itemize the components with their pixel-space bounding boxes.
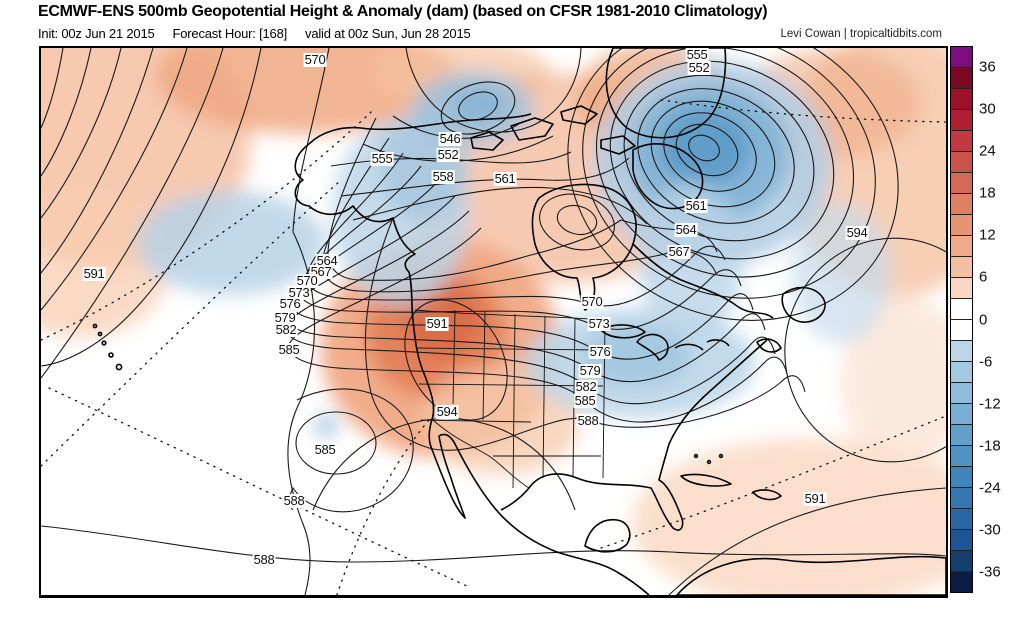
- contour-label: 573: [587, 316, 611, 331]
- colorbar-tick: -18: [979, 437, 1001, 455]
- contour-label: 570: [303, 52, 327, 67]
- contour-label: 552: [687, 60, 711, 75]
- contour-label: 585: [277, 342, 301, 357]
- colorbar: [950, 46, 973, 593]
- contour-label: 576: [588, 344, 612, 359]
- colorbar-tick: 18: [979, 184, 996, 202]
- contour-label: 564: [674, 222, 698, 237]
- map-frame: 570 555 552 546 552 555 558 561 561 564 567 594 591 5…: [39, 46, 948, 598]
- contour-label: 558: [431, 169, 455, 184]
- colorbar-tick: -6: [979, 353, 993, 371]
- height-contours: [41, 48, 946, 595]
- colorbar-tick: 36: [979, 58, 996, 76]
- colorbar-cell: [951, 425, 972, 446]
- coastlines: [92, 48, 946, 595]
- colorbar-cell: [951, 341, 972, 362]
- colorbar-cell: [951, 278, 972, 299]
- contour-label: 588: [252, 552, 276, 567]
- chart-subtitle: Init: 00z Jun 21 2015 Forecast Hour: [168…: [38, 26, 489, 41]
- colorbar-cell: [951, 362, 972, 383]
- contour-label: 576: [278, 296, 302, 311]
- colorbar-tick-labels: 36 30 24 18 12 6 0 -6 -12 -18 -24 -30 -36: [979, 46, 1021, 593]
- contour-label: 579: [578, 363, 602, 378]
- graticule: [41, 99, 946, 595]
- contour-label: 552: [436, 147, 460, 162]
- contour-label: 582: [574, 379, 598, 394]
- contour-label: 564: [315, 253, 339, 268]
- contour-label: 591: [803, 491, 827, 506]
- colorbar-cell: [951, 446, 972, 467]
- colorbar-cell: [951, 488, 972, 509]
- colorbar-cell: [951, 215, 972, 236]
- weather-map-canvas: [41, 48, 946, 595]
- colorbar-tick: 6: [979, 268, 988, 286]
- colorbar-tick: -30: [979, 521, 1001, 539]
- colorbar-cell: [951, 551, 972, 572]
- colorbar-cell: [951, 320, 972, 341]
- colorbar-tick: 12: [979, 226, 996, 244]
- colorbar-cell: [951, 236, 972, 257]
- contour-label: 588: [576, 413, 600, 428]
- contour-label: 561: [684, 198, 708, 213]
- colorbar-cell: [951, 131, 972, 152]
- colorbar-tick: 0: [979, 311, 988, 328]
- colorbar-tick: -24: [979, 479, 1001, 497]
- contour-label: 585: [573, 393, 597, 408]
- contour-label: 555: [370, 151, 394, 166]
- colorbar-tick: -36: [979, 563, 1001, 581]
- colorbar-cell: [951, 509, 972, 530]
- init-label: Init: 00z Jun 21 2015: [38, 26, 155, 41]
- contour-label: 591: [425, 316, 449, 331]
- contour-label: 561: [493, 171, 517, 186]
- contour-label: 567: [667, 244, 691, 259]
- state-borders: [414, 309, 606, 489]
- contour-label: 594: [435, 404, 459, 419]
- credit-text: Levi Cowan | tropicaltidbits.com: [780, 28, 943, 40]
- colorbar-cell: [951, 89, 972, 110]
- colorbar-cell: [951, 173, 972, 194]
- contour-label: 579: [273, 310, 297, 325]
- colorbar-cell: [951, 299, 972, 320]
- colorbar-cell: [951, 194, 972, 215]
- forecast-hour-label: Forecast Hour: [168]: [172, 26, 288, 41]
- colorbar-cell: [951, 68, 972, 89]
- colorbar-cell: [951, 152, 972, 173]
- colorbar-tick: 24: [979, 142, 996, 160]
- contour-label: 591: [82, 266, 106, 281]
- colorbar-tick: -12: [979, 395, 1001, 413]
- contour-label: 555: [685, 47, 709, 62]
- colorbar-cell: [951, 383, 972, 404]
- contour-label: 573: [287, 285, 311, 300]
- contour-label: 582: [274, 322, 298, 337]
- colorbar-cell: [951, 257, 972, 278]
- colorbar-cell: [951, 467, 972, 488]
- colorbar-cell: [951, 110, 972, 131]
- contour-label: 570: [580, 294, 604, 309]
- chart-title: ECMWF-ENS 500mb Geopotential Height & An…: [38, 3, 768, 20]
- colorbar-cell: [951, 572, 972, 592]
- contour-label: 546: [438, 131, 462, 146]
- colorbar-cell: [951, 404, 972, 425]
- colorbar-cell: [951, 47, 972, 68]
- contour-label: 570: [295, 273, 319, 288]
- valid-label: valid at 00z Sun, Jun 28 2015: [305, 26, 471, 41]
- contour-label: 594: [845, 225, 869, 240]
- contour-label: 588: [282, 493, 306, 508]
- colorbar-cell: [951, 530, 972, 551]
- contour-label: 585: [313, 442, 337, 457]
- colorbar-tick: 30: [979, 100, 996, 118]
